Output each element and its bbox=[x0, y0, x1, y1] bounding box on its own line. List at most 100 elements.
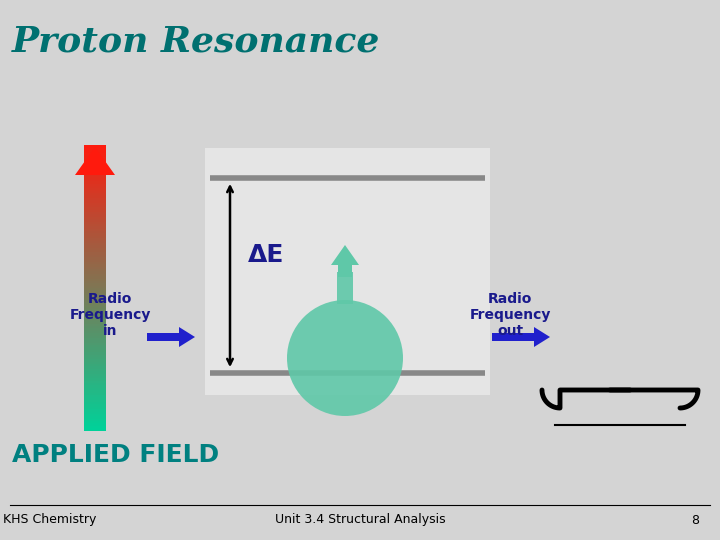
Ellipse shape bbox=[287, 300, 403, 416]
Bar bbox=[84, 394, 106, 397]
Bar bbox=[84, 154, 106, 157]
Bar bbox=[84, 221, 106, 224]
Bar bbox=[84, 340, 106, 342]
Bar bbox=[84, 252, 106, 255]
Bar bbox=[84, 414, 106, 416]
Bar bbox=[84, 328, 106, 330]
Bar bbox=[84, 240, 106, 243]
Bar bbox=[84, 224, 106, 226]
Bar bbox=[205, 148, 490, 395]
Bar bbox=[84, 352, 106, 354]
Bar bbox=[84, 176, 106, 179]
Bar bbox=[84, 330, 106, 333]
Bar bbox=[84, 261, 106, 264]
Text: Radio
Frequency
in: Radio Frequency in bbox=[69, 292, 150, 339]
Bar bbox=[84, 275, 106, 279]
Text: ΔE: ΔE bbox=[248, 244, 284, 267]
Bar bbox=[84, 226, 106, 228]
Bar bbox=[84, 311, 106, 314]
Bar bbox=[84, 235, 106, 238]
Text: Radio
Frequency
out: Radio Frequency out bbox=[469, 292, 551, 339]
Bar bbox=[84, 247, 106, 250]
FancyArrow shape bbox=[331, 245, 359, 277]
Bar bbox=[84, 245, 106, 248]
Bar bbox=[84, 157, 106, 160]
Bar bbox=[84, 380, 106, 383]
Bar bbox=[84, 188, 106, 191]
Bar bbox=[84, 207, 106, 210]
Bar bbox=[84, 411, 106, 414]
Bar bbox=[84, 209, 106, 212]
Bar bbox=[84, 397, 106, 400]
Bar bbox=[84, 418, 106, 421]
Bar bbox=[84, 366, 106, 369]
Bar bbox=[84, 273, 106, 276]
Bar bbox=[84, 159, 106, 162]
Bar bbox=[84, 354, 106, 357]
Bar bbox=[84, 375, 106, 378]
FancyArrow shape bbox=[492, 327, 550, 347]
Bar bbox=[84, 219, 106, 221]
Bar bbox=[84, 361, 106, 364]
Bar bbox=[84, 145, 106, 148]
Bar bbox=[84, 173, 106, 177]
Bar bbox=[84, 319, 106, 321]
Bar bbox=[84, 304, 106, 307]
Bar bbox=[84, 314, 106, 316]
Bar bbox=[84, 349, 106, 352]
Bar bbox=[84, 266, 106, 269]
Bar bbox=[84, 264, 106, 267]
Bar bbox=[84, 178, 106, 181]
Bar bbox=[84, 370, 106, 374]
Bar bbox=[84, 402, 106, 404]
Bar bbox=[84, 321, 106, 323]
Bar bbox=[84, 268, 106, 272]
Bar bbox=[84, 335, 106, 338]
Bar bbox=[84, 285, 106, 288]
Bar bbox=[84, 392, 106, 395]
Bar bbox=[84, 280, 106, 284]
Bar bbox=[84, 231, 106, 233]
Bar bbox=[84, 356, 106, 359]
Bar bbox=[84, 192, 106, 195]
Bar bbox=[84, 338, 106, 340]
Bar bbox=[84, 171, 106, 174]
Bar bbox=[84, 345, 106, 347]
Bar bbox=[84, 195, 106, 198]
Bar bbox=[84, 297, 106, 300]
Bar bbox=[84, 214, 106, 217]
Bar bbox=[84, 283, 106, 286]
Bar bbox=[84, 152, 106, 155]
Bar bbox=[84, 333, 106, 335]
Bar bbox=[84, 233, 106, 236]
Bar bbox=[84, 216, 106, 219]
Bar bbox=[84, 228, 106, 231]
Bar bbox=[84, 373, 106, 376]
Text: Proton Resonance: Proton Resonance bbox=[12, 25, 380, 59]
Bar bbox=[84, 316, 106, 319]
Bar bbox=[84, 212, 106, 214]
Bar bbox=[84, 278, 106, 281]
Bar bbox=[84, 292, 106, 295]
Text: APPLIED FIELD: APPLIED FIELD bbox=[12, 443, 219, 467]
Bar bbox=[84, 180, 106, 184]
Bar bbox=[84, 164, 106, 167]
Bar bbox=[84, 299, 106, 302]
Bar bbox=[84, 347, 106, 350]
Bar bbox=[84, 202, 106, 205]
Bar bbox=[84, 259, 106, 262]
Bar bbox=[84, 254, 106, 257]
Text: 8: 8 bbox=[691, 514, 699, 526]
Bar bbox=[84, 204, 106, 207]
Bar bbox=[84, 426, 106, 428]
Bar bbox=[84, 428, 106, 430]
Bar bbox=[84, 190, 106, 193]
FancyArrow shape bbox=[147, 327, 195, 347]
Bar bbox=[84, 166, 106, 169]
Bar bbox=[84, 404, 106, 407]
Bar bbox=[84, 326, 106, 328]
Text: Unit 3.4 Structural Analysis: Unit 3.4 Structural Analysis bbox=[275, 514, 445, 526]
Bar bbox=[84, 290, 106, 293]
Bar bbox=[84, 200, 106, 202]
Bar bbox=[84, 409, 106, 411]
